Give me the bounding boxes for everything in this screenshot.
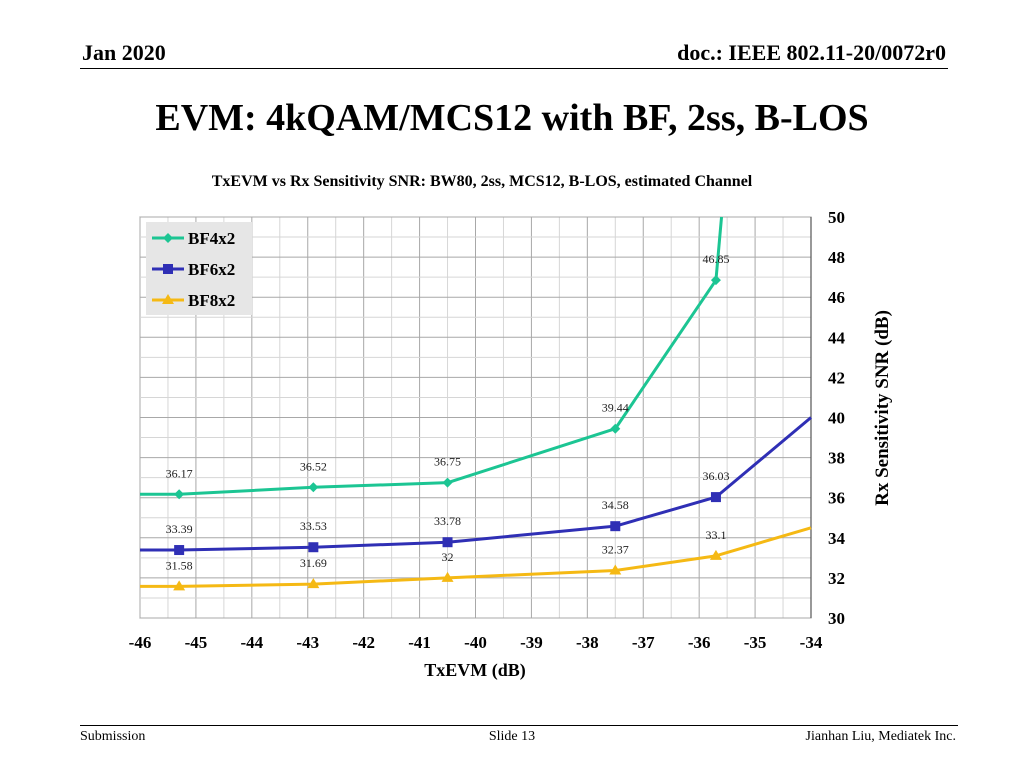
data-label: 31.58 bbox=[166, 558, 193, 572]
chart-title: TxEVM vs Rx Sensitivity SNR: BW80, 2ss, … bbox=[212, 173, 753, 190]
y-tick-label: 46 bbox=[828, 288, 845, 307]
footer-rule bbox=[80, 725, 958, 726]
data-point-marker bbox=[173, 580, 186, 591]
data-point-marker bbox=[307, 578, 320, 589]
y-tick-label: 30 bbox=[828, 609, 845, 628]
data-point-marker bbox=[174, 489, 185, 500]
data-point-marker bbox=[163, 233, 173, 243]
y-tick-label: 36 bbox=[828, 489, 845, 508]
data-label: 33.53 bbox=[300, 519, 327, 533]
x-tick-label: -43 bbox=[296, 633, 319, 652]
x-tick-label: -44 bbox=[240, 633, 263, 652]
x-tick-label: -36 bbox=[688, 633, 711, 652]
data-point-marker bbox=[308, 482, 319, 493]
data-label: 32.37 bbox=[602, 542, 629, 556]
x-tick-label: -34 bbox=[800, 633, 823, 652]
y-tick-label: 50 bbox=[828, 208, 845, 227]
legend-entry: BF4x2 bbox=[188, 229, 235, 248]
data-point-marker bbox=[609, 564, 622, 575]
data-label: 33.78 bbox=[434, 514, 461, 528]
data-point-marker bbox=[308, 542, 319, 553]
data-point-marker bbox=[709, 549, 722, 560]
data-label: 36.52 bbox=[300, 459, 327, 473]
data-label: 39.44 bbox=[602, 401, 629, 415]
data-point-marker bbox=[162, 294, 174, 304]
data-label: 33.39 bbox=[166, 522, 193, 536]
x-tick-label: -40 bbox=[464, 633, 487, 652]
data-label: 36.75 bbox=[434, 455, 461, 469]
footer-author: Jianhan Liu, Mediatek Inc. bbox=[805, 729, 956, 744]
data-label: 36.17 bbox=[166, 466, 193, 480]
footer-slide-number: Slide 13 bbox=[488, 729, 536, 744]
y-tick-label: 32 bbox=[828, 569, 845, 588]
x-axis-label: TxEVM (dB) bbox=[424, 660, 526, 681]
x-tick-label: -42 bbox=[352, 633, 375, 652]
data-point-marker bbox=[174, 545, 185, 556]
data-point-marker bbox=[610, 423, 621, 434]
data-point-marker bbox=[441, 571, 454, 582]
x-tick-label: -37 bbox=[632, 633, 655, 652]
header-rule bbox=[80, 68, 948, 69]
x-tick-label: -45 bbox=[185, 633, 208, 652]
slide-title: EVM: 4kQAM/MCS12 with BF, 2ss, B-LOS bbox=[155, 97, 869, 139]
data-point-marker bbox=[442, 477, 453, 488]
data-point-marker bbox=[710, 275, 721, 286]
x-tick-label: -38 bbox=[576, 633, 599, 652]
header-date: Jan 2020 bbox=[82, 40, 166, 65]
legend-entry: BF6x2 bbox=[188, 260, 235, 279]
y-axis-label: Rx Sensitivity SNR (dB) bbox=[872, 310, 893, 506]
y-tick-label: 48 bbox=[828, 248, 845, 267]
footer-submission: Submission bbox=[80, 729, 146, 744]
y-tick-label: 34 bbox=[828, 529, 846, 548]
x-tick-label: -35 bbox=[744, 633, 767, 652]
data-label: 34.58 bbox=[602, 498, 629, 512]
legend-entry: BF8x2 bbox=[188, 291, 235, 310]
data-label: 36.03 bbox=[702, 469, 729, 483]
data-label: 33.1 bbox=[705, 528, 726, 542]
x-tick-label: -39 bbox=[520, 633, 543, 652]
data-point-marker bbox=[610, 521, 621, 532]
y-tick-label: 42 bbox=[828, 368, 845, 387]
data-point-marker bbox=[442, 537, 453, 548]
data-label: 31.69 bbox=[300, 556, 327, 570]
y-tick-label: 38 bbox=[828, 449, 845, 468]
x-tick-label: -41 bbox=[408, 633, 431, 652]
y-tick-label: 44 bbox=[828, 328, 846, 347]
data-point-marker bbox=[163, 264, 173, 274]
data-label: 46.85 bbox=[702, 252, 729, 266]
data-point-marker bbox=[710, 492, 721, 503]
x-tick-label: -46 bbox=[129, 633, 152, 652]
header-doc-id: doc.: IEEE 802.11-20/0072r0 bbox=[677, 40, 946, 65]
chart-legend: BF4x2 BF6x2 BF8x2 bbox=[146, 222, 252, 315]
data-label: 32 bbox=[442, 550, 454, 564]
y-tick-label: 40 bbox=[828, 409, 845, 428]
